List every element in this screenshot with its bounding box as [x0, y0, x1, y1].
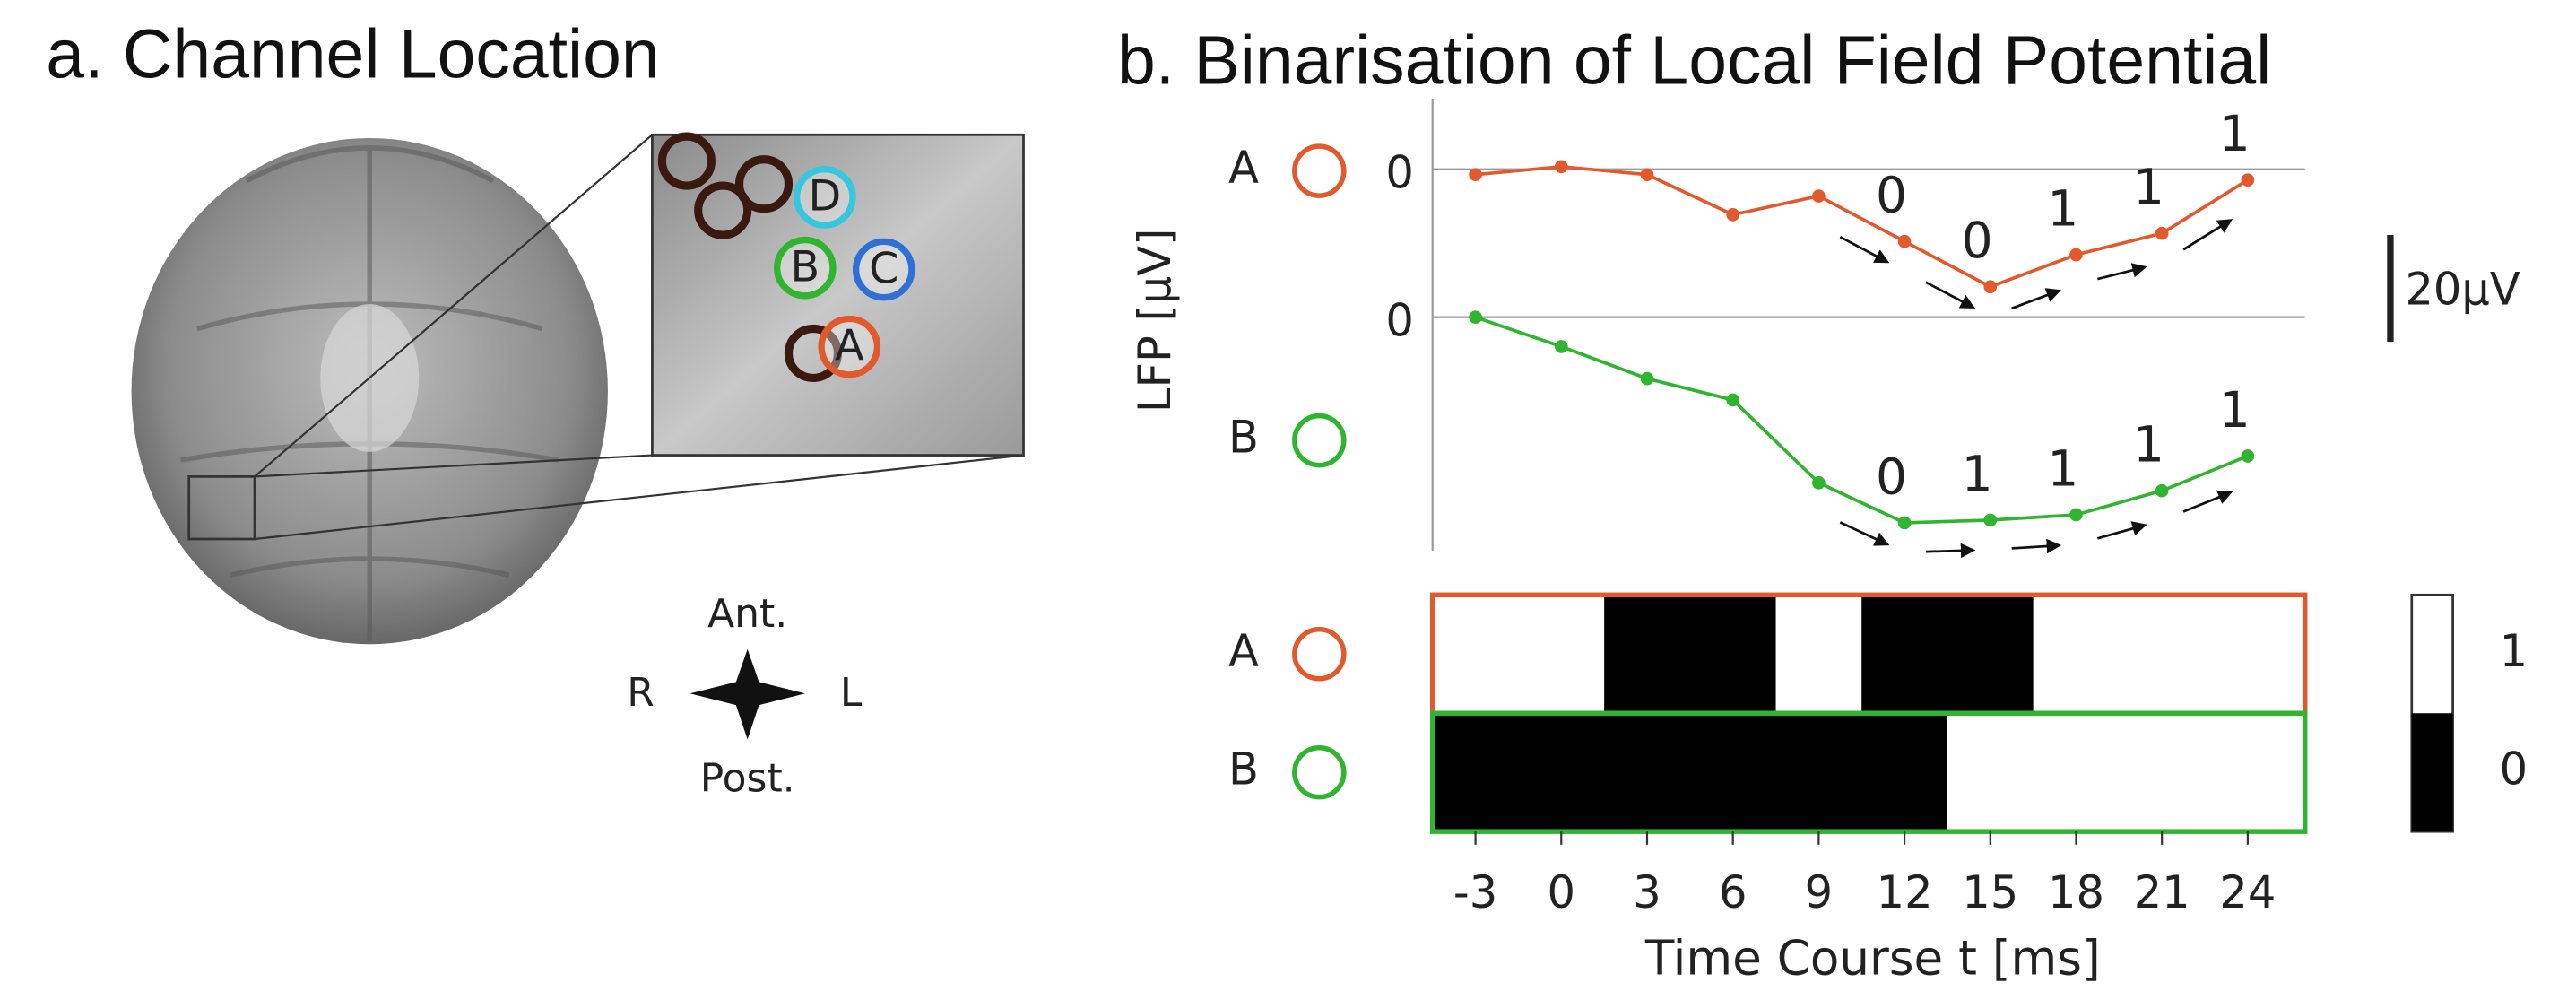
channel-label: D: [808, 172, 841, 222]
row-marker: [1292, 744, 1347, 800]
row-label: B: [1228, 412, 1259, 464]
binary-label: 0: [1962, 212, 1993, 269]
row-label: A: [1228, 142, 1259, 194]
binary-label: 1: [2047, 439, 2078, 497]
channel-label: A: [835, 321, 864, 370]
row-marker: [1292, 413, 1347, 468]
raster-frame: [1429, 710, 2308, 834]
panel-title: a. Channel Location: [46, 15, 659, 92]
lfp-point: [1983, 513, 1998, 527]
arrow: [1839, 235, 1890, 264]
arrow: [1839, 521, 1890, 546]
row-label: B: [1228, 743, 1259, 796]
lfp-point: [1469, 168, 1482, 182]
binary-label: 1: [2133, 416, 2164, 474]
baseline-label: 0: [1385, 294, 1413, 346]
arrow: [1925, 281, 1976, 309]
x-tick-label: 24: [2219, 866, 2276, 918]
arrow: [2182, 490, 2233, 513]
channel-marker: [818, 315, 881, 378]
row-marker: [1292, 627, 1347, 682]
arrow: [1925, 543, 1976, 559]
channel-marker: [773, 236, 837, 300]
lfp-point: [2241, 449, 2255, 463]
compass-label: R: [627, 670, 655, 716]
channel-label: C: [869, 244, 898, 293]
lfp-point: [1726, 393, 1740, 407]
arrow: [2011, 538, 2062, 554]
compass-label: Post.: [700, 755, 795, 801]
lfp-point: [1897, 516, 1912, 530]
lfp-trace: [1475, 164, 2249, 289]
arrow: [2097, 263, 2147, 281]
channel-label: B: [790, 243, 820, 292]
y-axis-label: LFP [µV]: [1129, 229, 1181, 413]
colorbar-label: 1: [2500, 625, 2528, 677]
x-tick-label: 12: [1877, 866, 1933, 918]
lfp-point: [1469, 310, 1482, 324]
colorbar-label: 0: [2500, 743, 2528, 796]
lfp-point: [1897, 234, 1912, 248]
lfp-trace: [1474, 315, 2249, 525]
x-tick-label: 15: [1962, 866, 2018, 918]
binary-label: 1: [2219, 105, 2251, 162]
lfp-point: [2241, 173, 2255, 187]
brain-image: [131, 132, 1025, 645]
baseline-label: 0: [1385, 147, 1413, 199]
channel-markers: AB CD: [773, 166, 915, 378]
binary-label: 1: [2133, 159, 2164, 216]
x-tick-label: 3: [1633, 866, 1661, 918]
channel-marker: [793, 166, 856, 229]
row-marker: [1292, 143, 1347, 198]
arrow: [2182, 219, 2233, 251]
lfp-point: [1640, 371, 1654, 386]
x-tick-label: 18: [2048, 866, 2104, 918]
lfp-point: [1554, 160, 1568, 174]
binary-label: 0: [1876, 448, 1907, 505]
scale-bar-label: 20µV: [2405, 264, 2520, 316]
binary-label: 1: [1962, 445, 1993, 502]
lfp-point: [2155, 483, 2169, 498]
lfp-point: [2069, 508, 2083, 522]
raster-zero: [1861, 595, 2034, 714]
lfp-point: [2069, 248, 2083, 262]
binary-label: 0: [1876, 167, 1907, 224]
x-tick-label: 6: [1719, 866, 1747, 918]
binary-label: 1: [2219, 381, 2251, 439]
x-tick-label: 21: [2134, 866, 2190, 918]
lfp-point: [1812, 189, 1826, 203]
channel-marker: [852, 238, 915, 301]
lfp-point: [1726, 208, 1740, 222]
x-tick-label: 9: [1805, 866, 1833, 918]
lfp-point: [1554, 340, 1568, 353]
panel-title: b. Binarisation of Local Field Potential: [1117, 22, 2271, 100]
x-axis-label: Time Course t [ms]: [1644, 931, 2101, 987]
lfp-point: [2155, 226, 2169, 240]
compass-label: L: [840, 670, 863, 716]
lfp-point: [1812, 475, 1826, 490]
compass: Ant. Post. R L: [627, 591, 863, 801]
colorbar-segment: [2411, 713, 2453, 832]
binary-label: 1: [2047, 180, 2078, 238]
arrow: [2097, 521, 2147, 540]
x-tick-label: 0: [1548, 866, 1575, 918]
compass-label: Ant.: [707, 591, 787, 637]
lfp-point: [1640, 168, 1654, 182]
raster-zero: [1604, 595, 1776, 714]
lfp-point: [1983, 280, 1998, 294]
row-label: A: [1228, 625, 1259, 677]
x-tick-label: -3: [1453, 866, 1497, 918]
raster-zero: [1432, 713, 1947, 832]
arrow: [2011, 288, 2061, 310]
